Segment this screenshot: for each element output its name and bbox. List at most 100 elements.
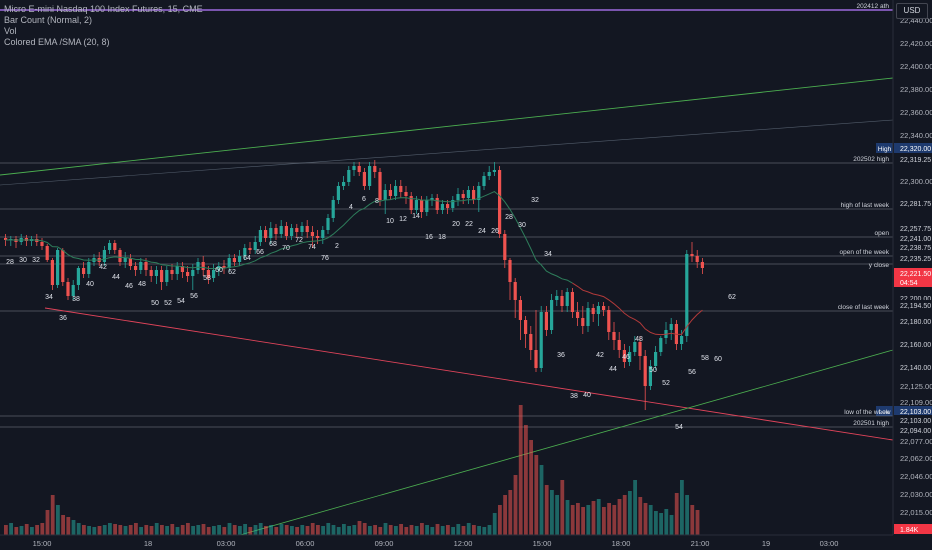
candle-body	[492, 170, 496, 172]
volume-bar	[134, 523, 138, 535]
bar-count-label: 66	[256, 249, 264, 256]
candle-body	[175, 266, 179, 274]
x-tick-label: 15:00	[533, 539, 552, 548]
volume-bar	[560, 480, 565, 535]
bar-count-label: 16	[425, 234, 433, 241]
volume-bar	[596, 499, 601, 535]
bar-count-label: 58	[701, 355, 709, 362]
volume-bar	[290, 526, 294, 535]
candle-body	[435, 198, 439, 210]
lower-trendline[interactable]	[44, 307, 894, 441]
candle-body	[321, 230, 325, 238]
candle-body	[154, 270, 158, 276]
volume-bar	[362, 523, 367, 535]
currency-button[interactable]: USD	[896, 3, 928, 19]
candle-body	[336, 186, 340, 200]
candle-body	[76, 268, 80, 285]
legend-indicator-vol[interactable]: Vol	[4, 26, 17, 36]
volume-bar	[160, 525, 164, 535]
price-label: 22,180.00	[900, 319, 931, 326]
volume-bar	[300, 525, 305, 535]
candle-body	[482, 176, 486, 186]
bar-count-label: 42	[99, 264, 107, 271]
volume-bar	[50, 495, 55, 535]
volume-bar	[674, 493, 679, 535]
bar-count-label: 2	[335, 243, 339, 250]
candle-body	[461, 194, 465, 198]
candle-body	[534, 350, 538, 368]
rising-support-line[interactable]	[239, 349, 894, 536]
candle-body	[617, 340, 621, 350]
volume-bar	[243, 524, 247, 535]
candle-body	[633, 342, 637, 352]
bar-count-label: 32	[531, 197, 539, 204]
candle-body	[685, 254, 689, 336]
candle-body	[40, 242, 44, 246]
chart-legend: Micro E-mini Nasdaq 100 Index Futures, 1…	[4, 4, 203, 48]
volume-bar	[102, 525, 107, 535]
volume-bar	[201, 524, 206, 535]
bar-count-label: 50	[151, 300, 159, 307]
price-label: 04:54	[900, 280, 918, 287]
volume-bar	[529, 440, 533, 535]
candle-body	[596, 306, 600, 314]
legend-indicator-bar-count[interactable]: Bar Count (Normal, 2)	[4, 15, 93, 25]
bar-count-label: 48	[635, 336, 643, 343]
candle-body	[66, 282, 70, 296]
volume-bar	[30, 527, 34, 535]
bar-count-label: 44	[112, 274, 120, 281]
bar-count-label: 46	[125, 283, 133, 290]
candle-body	[206, 270, 210, 278]
candle-body	[300, 226, 304, 232]
volume-bar	[222, 527, 227, 535]
volume-bar	[378, 527, 383, 535]
volume-bar	[82, 525, 86, 535]
price-label: 22,257.75	[900, 226, 931, 233]
candle-body	[560, 296, 564, 306]
candle-body	[284, 226, 288, 236]
bar-count-label: 38	[72, 296, 80, 303]
price-label-box	[894, 293, 932, 303]
volume-bar	[170, 524, 175, 535]
volume-bar	[669, 515, 674, 535]
price-label: 22,103.00	[900, 418, 931, 425]
bar-count-label: 56	[190, 293, 198, 300]
bar-count-label: 74	[308, 244, 316, 251]
candle-body	[87, 262, 91, 274]
volume-bar	[482, 527, 487, 535]
volume-bar	[35, 525, 39, 535]
bar-count-label: 62	[228, 269, 236, 276]
candle-body	[56, 250, 60, 285]
volume-bar	[383, 523, 388, 535]
volume-bar	[45, 510, 50, 535]
candle-body	[477, 186, 481, 200]
upper-parallel-line[interactable]	[0, 119, 894, 186]
level-badge	[876, 406, 893, 416]
candle-body	[50, 260, 54, 285]
bar-count-label: 54	[177, 298, 185, 305]
candle-body	[342, 182, 346, 186]
candle-body	[622, 350, 626, 362]
bar-count-label: 14	[412, 213, 420, 220]
x-tick-label: 21:00	[691, 539, 710, 548]
upper-trendline[interactable]	[0, 77, 894, 176]
candle-body	[123, 258, 127, 262]
candle-body	[404, 192, 408, 196]
volume-bar	[565, 500, 570, 535]
price-label: 1.84K	[900, 527, 919, 534]
candle-body	[399, 186, 403, 192]
candle-body	[659, 338, 663, 352]
candle-body	[238, 256, 242, 262]
candle-body	[212, 270, 216, 278]
bar-count-label: 28	[6, 259, 14, 266]
legend-indicator-ema[interactable]: Colored EMA /SMA (20, 8)	[4, 37, 110, 47]
volume-bar	[487, 525, 492, 535]
y-tick-label: 22,125.00	[900, 382, 932, 391]
candle-body	[456, 194, 460, 200]
volume-bar	[279, 524, 284, 535]
candle-body	[227, 258, 231, 268]
legend-instrument[interactable]: Micro E-mini Nasdaq 100 Index Futures, 1…	[4, 4, 203, 14]
price-label-box	[894, 415, 932, 425]
volume-bar	[430, 527, 435, 535]
